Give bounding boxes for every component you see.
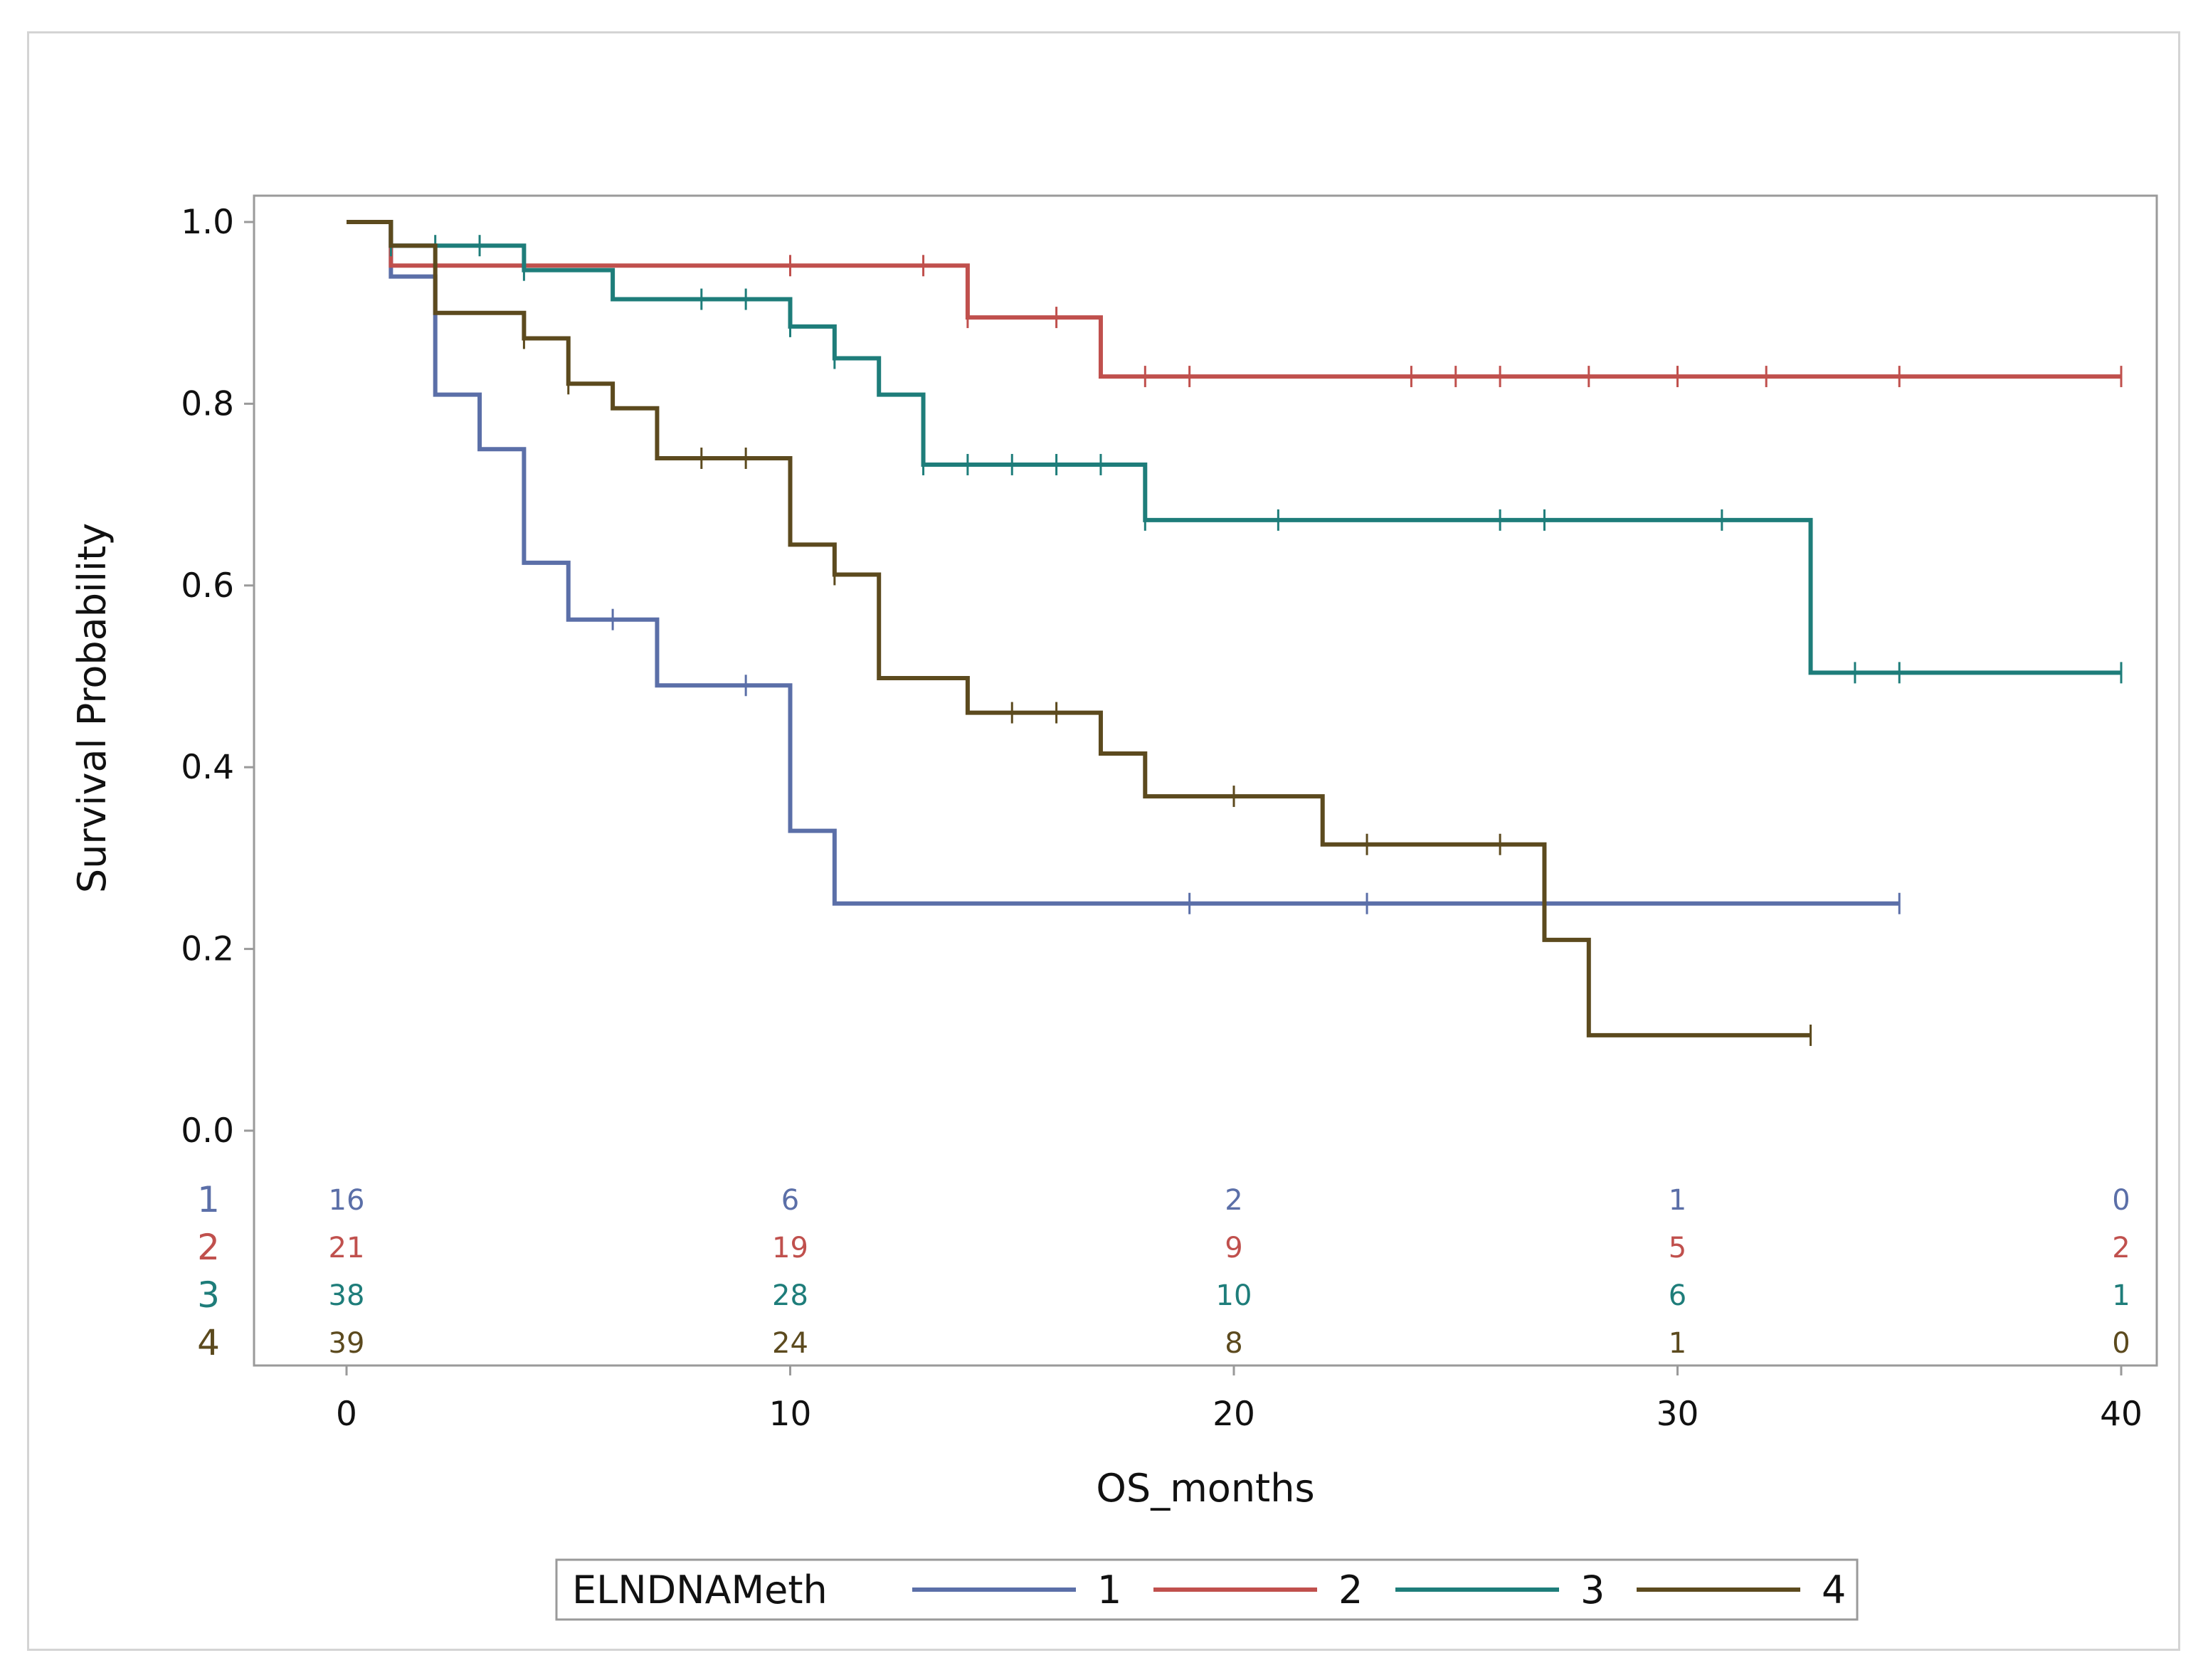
x-tick-label: 10 bbox=[769, 1395, 812, 1434]
y-tick-label: 0.6 bbox=[181, 566, 234, 606]
y-tick-label: 1.0 bbox=[181, 203, 234, 242]
y-tick-label: 0.4 bbox=[181, 748, 234, 787]
at-risk-count: 0 bbox=[2112, 1184, 2130, 1217]
survival-curve-group-4 bbox=[347, 220, 1811, 1037]
plot-area bbox=[253, 194, 2158, 1367]
at-risk-group-label: 2 bbox=[197, 1227, 220, 1268]
at-risk-count: 8 bbox=[1225, 1327, 1242, 1360]
at-risk-count: 10 bbox=[1216, 1279, 1252, 1312]
legend-label-group-4: 4 bbox=[1822, 1568, 1846, 1612]
at-risk-count: 5 bbox=[1669, 1232, 1686, 1264]
at-risk-count: 6 bbox=[781, 1184, 799, 1217]
at-risk-count: 1 bbox=[1669, 1184, 1686, 1217]
at-risk-group-label: 4 bbox=[197, 1322, 220, 1363]
x-axis-title: OS_months bbox=[1096, 1466, 1314, 1511]
figure-frame bbox=[27, 31, 2180, 1651]
legend-label-group-3: 3 bbox=[1580, 1568, 1605, 1612]
at-risk-count: 24 bbox=[772, 1327, 808, 1360]
at-risk-count: 21 bbox=[329, 1232, 365, 1264]
survival-curve-group-3 bbox=[347, 220, 2121, 675]
at-risk-group-label: 3 bbox=[197, 1274, 220, 1316]
survival-curve-group-1 bbox=[347, 220, 1900, 906]
legend: ELNDNAMeth 1 2 3 4 bbox=[555, 1558, 1859, 1621]
y-tick-label: 0.0 bbox=[181, 1111, 234, 1151]
at-risk-count: 2 bbox=[1225, 1184, 1242, 1217]
at-risk-count: 19 bbox=[772, 1232, 808, 1264]
at-risk-count: 16 bbox=[329, 1184, 365, 1217]
at-risk-count: 28 bbox=[772, 1279, 808, 1312]
plot-layer: 0.00.20.40.60.81.00 10 20 30 401 16 6 2 1 02 21 19 9… bbox=[181, 203, 2143, 1434]
at-risk-count: 2 bbox=[2112, 1232, 2130, 1264]
at-risk-group-label: 1 bbox=[197, 1179, 220, 1220]
x-tick-label: 30 bbox=[1657, 1395, 1699, 1434]
at-risk-count: 6 bbox=[1669, 1279, 1686, 1312]
at-risk-count: 1 bbox=[2112, 1279, 2130, 1312]
y-tick-label: 0.8 bbox=[181, 384, 234, 423]
at-risk-count: 9 bbox=[1225, 1232, 1242, 1264]
at-risk-count: 38 bbox=[329, 1279, 365, 1312]
at-risk-count: 39 bbox=[329, 1327, 365, 1360]
legend-title: ELNDNAMeth bbox=[572, 1568, 828, 1612]
y-axis-title: Survival Probability bbox=[70, 523, 115, 893]
at-risk-count: 0 bbox=[2112, 1327, 2130, 1360]
x-tick-label: 40 bbox=[2100, 1395, 2143, 1434]
x-tick-label: 20 bbox=[1213, 1395, 1255, 1434]
legend-label-group-1: 1 bbox=[1097, 1568, 1121, 1612]
legend-label-group-2: 2 bbox=[1338, 1568, 1363, 1612]
y-tick-label: 0.2 bbox=[181, 930, 234, 969]
x-tick-label: 0 bbox=[336, 1395, 357, 1434]
at-risk-count: 1 bbox=[1669, 1327, 1686, 1360]
